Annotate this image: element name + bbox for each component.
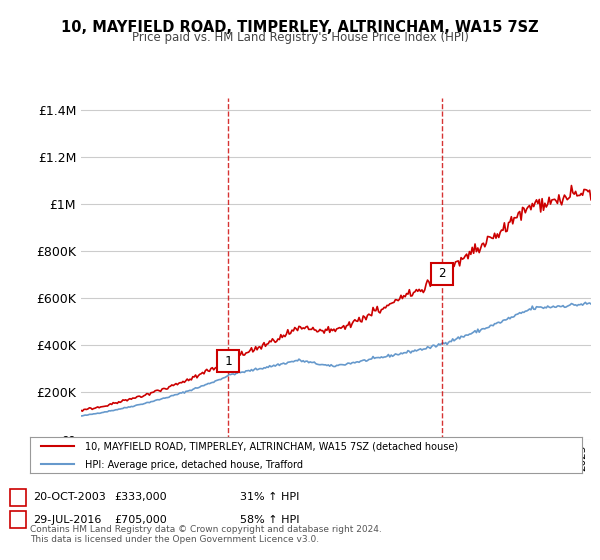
Text: 2: 2: [438, 267, 445, 280]
Text: HPI: Average price, detached house, Trafford: HPI: Average price, detached house, Traf…: [85, 460, 303, 470]
Text: 20-OCT-2003: 20-OCT-2003: [33, 492, 106, 502]
Text: Price paid vs. HM Land Registry's House Price Index (HPI): Price paid vs. HM Land Registry's House …: [131, 31, 469, 44]
Text: 29-JUL-2016: 29-JUL-2016: [33, 515, 101, 525]
Text: 2: 2: [14, 515, 22, 525]
Text: 58% ↑ HPI: 58% ↑ HPI: [240, 515, 299, 525]
Text: 10, MAYFIELD ROAD, TIMPERLEY, ALTRINCHAM, WA15 7SZ: 10, MAYFIELD ROAD, TIMPERLEY, ALTRINCHAM…: [61, 20, 539, 35]
Text: Contains HM Land Registry data © Crown copyright and database right 2024.
This d: Contains HM Land Registry data © Crown c…: [30, 525, 382, 544]
Text: 10, MAYFIELD ROAD, TIMPERLEY, ALTRINCHAM, WA15 7SZ (detached house): 10, MAYFIELD ROAD, TIMPERLEY, ALTRINCHAM…: [85, 442, 458, 452]
Text: 1: 1: [14, 492, 22, 502]
Text: 31% ↑ HPI: 31% ↑ HPI: [240, 492, 299, 502]
Text: £705,000: £705,000: [114, 515, 167, 525]
Text: £333,000: £333,000: [114, 492, 167, 502]
Text: 1: 1: [224, 354, 232, 368]
